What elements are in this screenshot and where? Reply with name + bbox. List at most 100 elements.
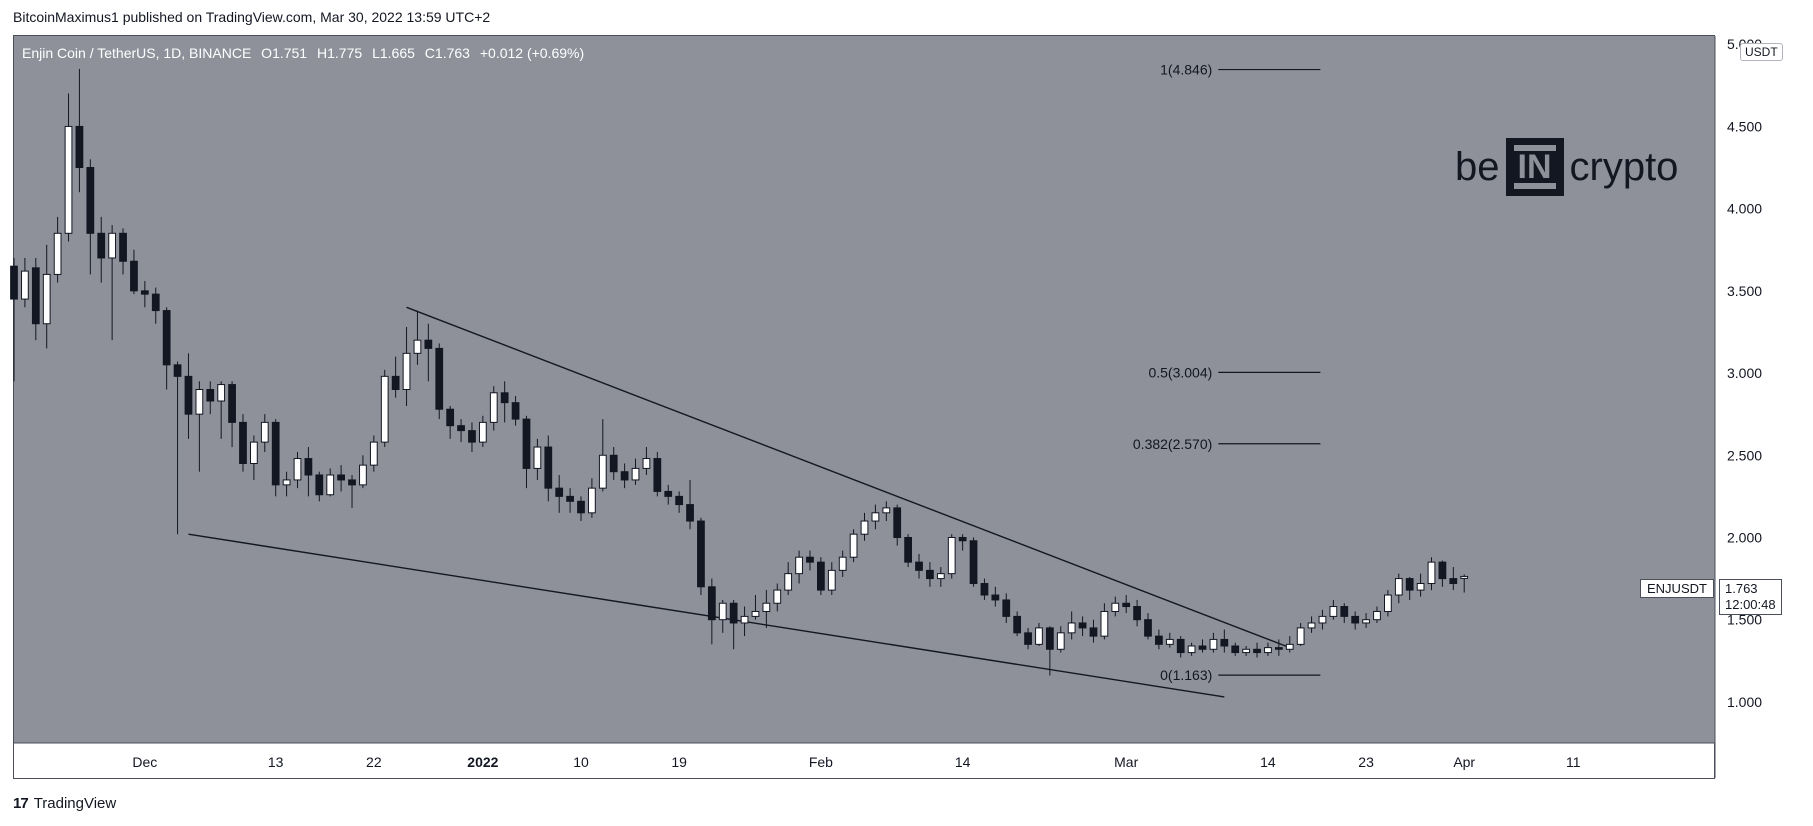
candle[interactable] — [740, 606, 749, 637]
candle[interactable] — [206, 381, 215, 415]
currency-badge[interactable]: USDT — [1740, 43, 1783, 61]
candle[interactable] — [1416, 573, 1425, 597]
candle[interactable] — [1296, 622, 1305, 646]
candle[interactable] — [915, 553, 923, 579]
candle[interactable] — [500, 381, 509, 423]
candle[interactable] — [1307, 616, 1316, 633]
candle[interactable] — [969, 537, 978, 587]
candle[interactable] — [871, 504, 880, 530]
candle[interactable] — [53, 216, 62, 283]
candle[interactable] — [468, 422, 476, 452]
candle[interactable] — [304, 447, 313, 497]
candle[interactable] — [1460, 574, 1469, 593]
candle[interactable] — [1155, 629, 1163, 650]
candle[interactable] — [642, 447, 651, 475]
candle[interactable] — [544, 435, 553, 502]
candle[interactable] — [369, 435, 378, 472]
candle[interactable] — [1373, 606, 1381, 623]
candle[interactable] — [817, 557, 825, 596]
candle[interactable] — [980, 578, 989, 600]
candle[interactable] — [1089, 619, 1098, 643]
candle[interactable] — [1122, 595, 1131, 614]
candle[interactable] — [1176, 636, 1185, 658]
candle[interactable] — [1405, 576, 1414, 600]
trendline-lower[interactable] — [188, 533, 1225, 698]
candle[interactable] — [228, 381, 236, 448]
candle[interactable] — [239, 414, 247, 472]
candle[interactable] — [217, 381, 226, 439]
candle[interactable] — [522, 415, 531, 489]
candle[interactable] — [162, 307, 171, 390]
candle[interactable] — [1035, 622, 1043, 646]
candle[interactable] — [337, 465, 345, 492]
candle[interactable] — [762, 590, 771, 628]
candle[interactable] — [904, 534, 912, 568]
candle[interactable] — [1187, 642, 1196, 656]
candle[interactable] — [402, 327, 411, 406]
candle[interactable] — [849, 529, 858, 563]
candle[interactable] — [1329, 599, 1338, 620]
candle[interactable] — [326, 468, 335, 497]
candle[interactable] — [620, 463, 629, 489]
candle[interactable] — [282, 471, 291, 497]
candle[interactable] — [10, 257, 18, 382]
trendline-upper[interactable] — [406, 306, 1291, 649]
candle[interactable] — [675, 491, 684, 513]
candle[interactable] — [293, 451, 302, 489]
candle[interactable] — [108, 225, 117, 341]
candle[interactable] — [1438, 560, 1447, 587]
candle[interactable] — [1045, 626, 1054, 676]
candle[interactable] — [729, 599, 738, 650]
candle[interactable] — [947, 534, 956, 579]
candle[interactable] — [555, 474, 564, 513]
candle[interactable] — [784, 562, 793, 596]
candle[interactable] — [751, 595, 760, 620]
candle[interactable] — [926, 562, 934, 587]
candle[interactable] — [718, 599, 727, 633]
tradingview-footer[interactable]: 17 TradingView — [13, 795, 116, 812]
candle[interactable] — [1133, 599, 1141, 627]
candle[interactable] — [936, 567, 945, 587]
candle[interactable] — [1274, 639, 1283, 656]
candle[interactable] — [97, 216, 106, 283]
candle[interactable] — [1198, 639, 1207, 653]
candle[interactable] — [707, 578, 716, 645]
candle[interactable] — [1394, 573, 1403, 604]
candle[interactable] — [664, 484, 673, 505]
candle[interactable] — [478, 415, 487, 448]
candle[interactable] — [1340, 603, 1349, 623]
candle[interactable] — [359, 455, 367, 489]
candle[interactable] — [1285, 636, 1294, 653]
candle[interactable] — [435, 343, 444, 420]
candle[interactable] — [860, 512, 869, 541]
candle[interactable] — [1056, 626, 1065, 653]
candle[interactable] — [1067, 611, 1076, 640]
candle[interactable] — [271, 419, 280, 497]
candle[interactable] — [446, 405, 455, 439]
candle[interactable] — [1427, 557, 1436, 591]
candle[interactable] — [827, 562, 836, 596]
candle[interactable] — [1231, 642, 1240, 656]
candle[interactable] — [533, 438, 542, 480]
candle[interactable] — [991, 586, 1000, 607]
candle[interactable] — [577, 496, 585, 522]
candle[interactable] — [697, 517, 705, 596]
candle[interactable] — [1449, 567, 1458, 591]
candle[interactable] — [598, 419, 607, 492]
candle[interactable] — [140, 280, 149, 308]
candle[interactable] — [1144, 613, 1152, 640]
candle[interactable] — [795, 550, 803, 584]
candle[interactable] — [1242, 645, 1251, 656]
candle[interactable] — [184, 353, 193, 439]
candle[interactable] — [1078, 616, 1087, 637]
candle[interactable] — [1165, 632, 1174, 648]
candle[interactable] — [1111, 596, 1120, 617]
candle[interactable] — [631, 458, 640, 485]
candle[interactable] — [1264, 642, 1272, 656]
candle[interactable] — [1024, 627, 1032, 650]
candle[interactable] — [173, 361, 182, 535]
candle[interactable] — [348, 474, 356, 508]
candle[interactable] — [119, 228, 127, 275]
candle[interactable] — [195, 381, 204, 472]
